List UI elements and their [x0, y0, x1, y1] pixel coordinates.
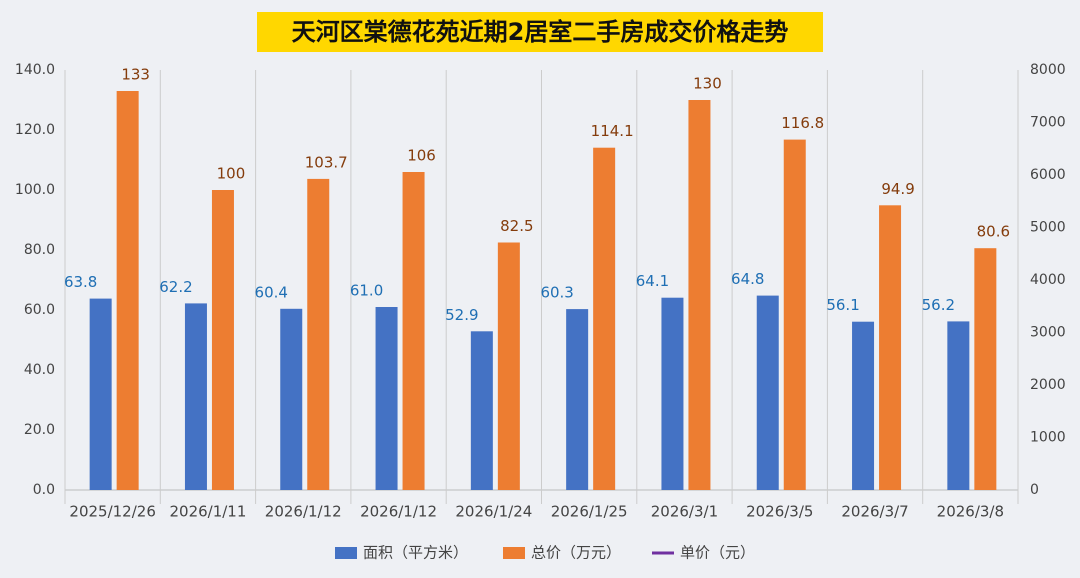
data-label: 60.4	[255, 283, 288, 301]
y2-tick-label: 6000	[1030, 167, 1066, 183]
legend-swatch	[335, 547, 357, 559]
y-tick-label: 100.0	[15, 182, 55, 198]
legend-label: 单价（元）	[680, 544, 755, 562]
y2-tick-label: 7000	[1030, 115, 1066, 131]
bar	[688, 100, 711, 490]
y-tick-label: 120.0	[15, 122, 55, 138]
bar	[879, 205, 902, 491]
data-label: 100	[217, 165, 246, 183]
x-tick-label: 2026/1/12	[265, 503, 342, 521]
bar	[307, 178, 330, 490]
x-tick-label: 2026/3/7	[841, 503, 908, 521]
chart-title: 天河区棠德花苑近期2居室二手房成交价格走势	[292, 18, 789, 46]
x-tick-label: 2026/1/25	[551, 503, 628, 521]
y2-tick-label: 8000	[1030, 62, 1066, 78]
x-tick-label: 2025/12/26	[69, 503, 155, 521]
data-label: 64.1	[636, 272, 669, 290]
legend-label: 面积（平方米）	[363, 544, 468, 562]
bar	[756, 295, 779, 490]
data-label: 56.2	[922, 296, 955, 314]
bar	[184, 303, 207, 490]
y-tick-label: 60.0	[24, 302, 55, 318]
y-tick-label: 20.0	[24, 422, 55, 438]
y2-tick-label: 0	[1030, 482, 1039, 498]
x-tick-label: 2026/1/11	[169, 503, 246, 521]
y2-tick-label: 5000	[1030, 220, 1066, 236]
bar	[89, 298, 112, 490]
data-label: 52.9	[445, 306, 478, 324]
legend-label: 总价（万元）	[531, 544, 621, 562]
bar	[116, 91, 139, 490]
y-tick-label: 80.0	[24, 242, 55, 258]
bar	[566, 309, 589, 490]
x-tick-label: 2026/3/1	[651, 503, 718, 521]
bar	[497, 242, 520, 490]
data-label: 82.5	[500, 217, 533, 235]
y-tick-label: 40.0	[24, 362, 55, 378]
y-tick-label: 140.0	[15, 62, 55, 78]
x-tick-label: 2026/3/5	[746, 503, 813, 521]
data-label: 61.0	[350, 282, 383, 300]
x-tick-label: 2026/1/12	[360, 503, 437, 521]
data-label: 116.8	[781, 114, 824, 132]
x-tick-label: 2026/3/8	[937, 503, 1004, 521]
bar	[375, 307, 398, 490]
data-label: 80.6	[977, 223, 1010, 241]
data-label: 56.1	[826, 296, 859, 314]
data-label: 103.7	[305, 153, 348, 171]
legend-swatch	[503, 547, 525, 559]
bar	[974, 248, 997, 490]
x-tick-label: 2026/1/24	[455, 503, 532, 521]
data-label: 130	[693, 75, 722, 93]
y2-tick-label: 3000	[1030, 325, 1066, 341]
y2-tick-label: 1000	[1030, 430, 1066, 446]
bar	[783, 139, 806, 490]
data-label: 63.8	[64, 273, 97, 291]
data-label: 106	[407, 147, 436, 165]
data-label: 60.3	[540, 284, 573, 302]
bar	[470, 331, 493, 490]
y-tick-label: 0.0	[33, 482, 55, 498]
bar	[280, 308, 303, 490]
y2-tick-label: 2000	[1030, 377, 1066, 393]
bar	[661, 297, 684, 490]
bar	[852, 321, 875, 490]
bar	[947, 321, 970, 490]
bar	[593, 147, 616, 490]
data-label: 114.1	[591, 122, 634, 140]
title-box	[257, 12, 823, 52]
bar	[211, 190, 234, 490]
bar	[402, 172, 425, 490]
y2-tick-label: 4000	[1030, 272, 1066, 288]
data-label: 94.9	[881, 180, 914, 198]
data-label: 62.2	[159, 278, 192, 296]
data-label: 133	[121, 66, 150, 84]
data-label: 64.8	[731, 270, 764, 288]
